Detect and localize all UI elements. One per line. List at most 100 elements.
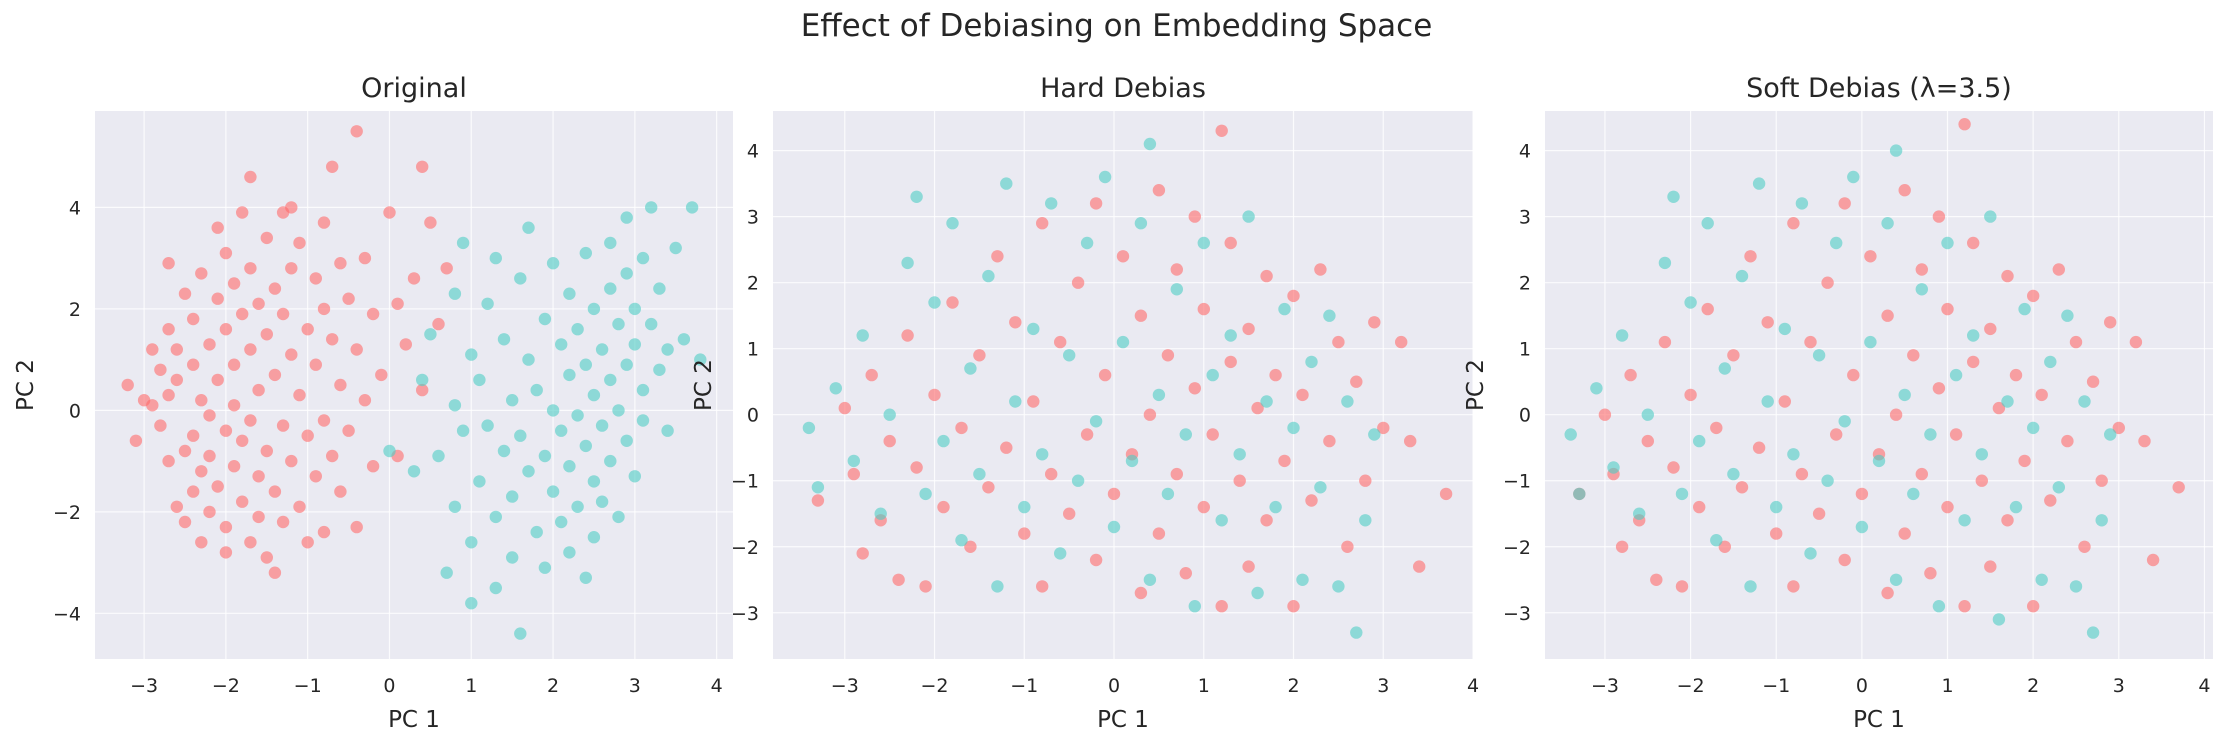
data-point — [620, 211, 633, 224]
data-point — [1633, 507, 1646, 520]
data-point — [1958, 600, 1971, 613]
data-point — [1359, 474, 1372, 487]
y-tick-label: −3 — [1503, 603, 1531, 625]
data-point — [919, 487, 932, 501]
data-point — [1667, 461, 1680, 474]
data-point — [211, 480, 224, 493]
data-point — [154, 419, 167, 432]
data-point — [1009, 316, 1022, 329]
data-point — [1735, 481, 1749, 494]
x-tick-label: 2 — [2027, 675, 2039, 697]
data-point — [1395, 335, 1408, 349]
data-point — [407, 272, 421, 285]
data-point — [195, 465, 208, 478]
data-point — [1027, 322, 1040, 336]
x-tick-label: −3 — [1591, 675, 1619, 697]
data-point — [571, 500, 584, 513]
plot-area — [95, 111, 733, 659]
data-point — [555, 338, 568, 351]
data-point — [1830, 236, 1843, 250]
data-point — [1881, 217, 1894, 230]
data-point — [1036, 448, 1049, 461]
data-point — [424, 216, 437, 229]
data-point — [301, 536, 314, 549]
data-point — [1179, 428, 1193, 441]
data-point — [2112, 421, 2125, 435]
data-point — [162, 388, 175, 402]
data-point — [595, 419, 609, 432]
data-point — [473, 475, 486, 488]
data-point — [1658, 256, 1672, 270]
series-2 — [1564, 144, 2117, 639]
data-point — [636, 414, 650, 427]
data-point — [187, 358, 200, 371]
data-point — [514, 429, 527, 442]
data-point — [1341, 395, 1354, 408]
data-point — [227, 358, 241, 371]
data-point — [1898, 527, 1911, 540]
data-point — [2069, 335, 2083, 349]
data-point — [211, 292, 224, 305]
data-point — [579, 439, 592, 453]
data-point — [1564, 428, 1577, 441]
data-point — [1215, 514, 1228, 527]
panel-title: Original — [361, 73, 467, 104]
data-point — [1170, 283, 1184, 296]
data-point — [587, 388, 601, 402]
data-point — [2172, 481, 2185, 494]
data-point — [1350, 626, 1363, 639]
data-point — [1332, 335, 1345, 349]
data-point — [1054, 335, 1067, 349]
data-point — [1718, 362, 1732, 375]
data-point — [1036, 580, 1049, 593]
data-point — [1855, 520, 1869, 534]
data-point — [1598, 408, 1612, 421]
data-point — [937, 434, 950, 448]
data-point — [1197, 500, 1211, 514]
data-point — [506, 394, 519, 407]
data-point — [1881, 586, 1894, 600]
data-point — [1098, 170, 1112, 184]
data-point — [276, 419, 290, 432]
data-point — [2078, 395, 2091, 408]
data-point — [1915, 467, 1929, 481]
data-point — [1838, 415, 1851, 428]
data-point — [506, 490, 519, 503]
y-axis-label: PC 2 — [691, 359, 717, 411]
data-point — [252, 297, 265, 310]
data-point — [1233, 448, 1246, 461]
data-point — [416, 160, 429, 173]
data-point — [973, 467, 986, 481]
data-point — [1045, 467, 1058, 481]
data-point — [955, 534, 968, 547]
data-point — [219, 546, 233, 559]
data-point — [1314, 481, 1327, 494]
data-point — [432, 449, 445, 463]
data-point — [1323, 434, 1336, 448]
data-point — [489, 510, 502, 524]
data-point — [219, 246, 233, 260]
data-point — [2061, 434, 2074, 448]
data-point — [1269, 368, 1282, 382]
data-point — [1350, 375, 1363, 388]
data-point — [489, 251, 502, 265]
data-point — [1332, 580, 1345, 593]
data-point — [2129, 335, 2143, 349]
data-point — [1770, 500, 1783, 514]
data-point — [1287, 600, 1300, 613]
data-point — [309, 470, 322, 483]
data-point — [1260, 395, 1273, 408]
data-point — [1795, 197, 1809, 210]
data-point — [473, 373, 486, 387]
data-point — [1134, 217, 1148, 230]
data-point — [1439, 487, 1453, 501]
data-point — [1404, 434, 1417, 448]
data-point — [955, 421, 968, 435]
y-tick-label: 0 — [69, 400, 81, 422]
data-point — [170, 373, 183, 387]
data-point — [1251, 586, 1264, 600]
data-point — [991, 250, 1004, 263]
data-point — [653, 363, 666, 376]
data-point — [829, 382, 842, 395]
data-point — [448, 287, 462, 300]
